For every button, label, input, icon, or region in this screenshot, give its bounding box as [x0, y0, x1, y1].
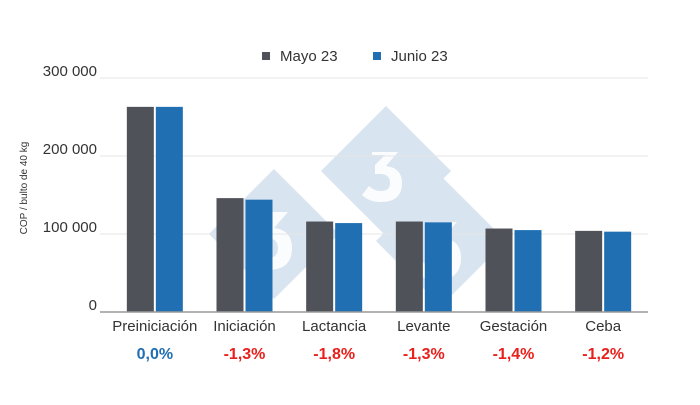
- bars: [126, 106, 632, 312]
- y-tick-label: 0: [89, 297, 97, 314]
- x-tick-label: Ceba: [585, 318, 622, 335]
- axes: 0 100 000 200 000 300 000 Preiniciación 0,0% I…: [43, 63, 648, 363]
- bar-junio[interactable]: [514, 230, 542, 312]
- change-percent-label: -1,3%: [403, 346, 445, 363]
- bar-junio[interactable]: [604, 231, 632, 312]
- change-percent-label: -1,3%: [224, 346, 266, 363]
- bar-junio[interactable]: [245, 199, 273, 312]
- bar-mayo[interactable]: [485, 228, 513, 312]
- bar-mayo[interactable]: [306, 221, 334, 312]
- x-tick-label: Iniciación: [213, 318, 276, 335]
- change-percent-label: 0,0%: [137, 346, 173, 363]
- x-tick-label: Levante: [397, 318, 450, 335]
- bar-mayo[interactable]: [216, 198, 244, 312]
- change-percent-label: -1,2%: [582, 346, 624, 363]
- x-tick-label: Preiniciación: [112, 318, 197, 335]
- bar-mayo[interactable]: [395, 221, 423, 312]
- legend: Mayo 23 Junio 23: [262, 48, 448, 65]
- bar-junio[interactable]: [335, 223, 363, 312]
- gridlines: [100, 77, 648, 235]
- y-tick-label: 200 000: [43, 141, 97, 158]
- bar-mayo[interactable]: [575, 230, 603, 312]
- y-tick-label: 100 000: [43, 219, 97, 236]
- bar-junio[interactable]: [424, 222, 452, 312]
- change-percent-label: -1,8%: [313, 346, 355, 363]
- change-percent-label: -1,4%: [493, 346, 535, 363]
- bar-mayo[interactable]: [126, 106, 154, 312]
- y-tick-label: 300 000: [43, 63, 97, 80]
- legend-item-label[interactable]: Junio 23: [391, 48, 448, 65]
- legend-swatch: [373, 52, 381, 60]
- x-tick-label: Gestación: [480, 318, 548, 335]
- y-axis-label: COP / bulto de 40 kg: [19, 142, 30, 235]
- legend-item-label[interactable]: Mayo 23: [280, 48, 338, 65]
- legend-swatch: [262, 52, 270, 60]
- x-tick-label: Lactancia: [302, 318, 367, 335]
- bar-junio[interactable]: [155, 106, 183, 312]
